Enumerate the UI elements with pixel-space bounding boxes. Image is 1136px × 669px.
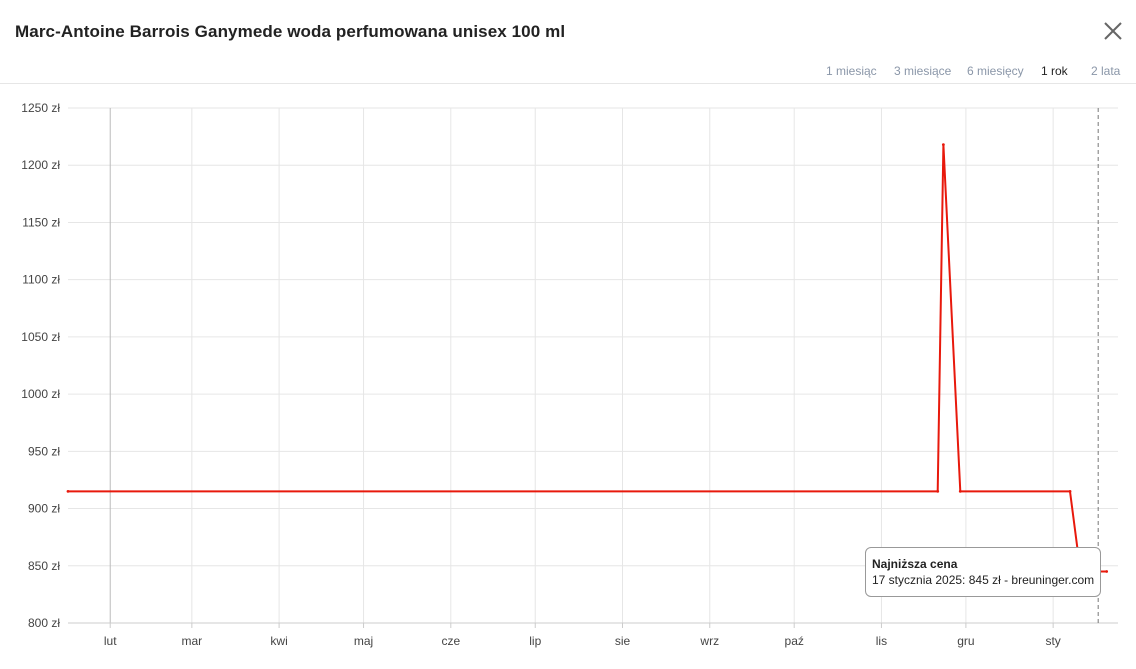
range-3-months[interactable]: 3 miesiące: [894, 64, 952, 78]
x-tick-label: lis: [876, 634, 887, 648]
x-tick-label: lip: [529, 634, 541, 648]
x-tick-label: kwi: [270, 634, 287, 648]
time-range-selector: 1 miesiąc 3 miesiące 6 miesięcy 1 rok 2 …: [0, 64, 1136, 82]
data-point: [936, 489, 940, 493]
chart-axes: 1250 zł 1200 zł 1150 zł 1100 zł 1050 zł 1000 …: [21, 101, 1118, 648]
y-tick-label: 1050 zł: [21, 330, 60, 344]
data-point: [958, 489, 962, 493]
chart-grid: [68, 107, 1118, 624]
price-chart: 1250 zł 1200 zł 1150 zł 1100 zł 1050 zł 1000 …: [21, 101, 1118, 648]
range-6-months[interactable]: 6 miesięcy: [967, 64, 1024, 78]
data-point: [941, 143, 945, 147]
y-tick-label: 1250 zł: [21, 101, 60, 115]
modal-title: Marc-Antoine Barrois Ganymede woda perfu…: [15, 22, 566, 41]
y-tick-label: 1000 zł: [21, 387, 60, 401]
data-point: [1068, 489, 1072, 493]
x-tick-label: cze: [441, 634, 460, 648]
x-tick-label: paź: [785, 634, 804, 648]
x-tick-label: lut: [104, 634, 117, 648]
range-2-years[interactable]: 2 lata: [1091, 64, 1121, 78]
y-tick-label: 1200 zł: [21, 158, 60, 172]
y-tick-label: 850 zł: [28, 559, 60, 573]
y-tick-label: 900 zł: [28, 502, 60, 516]
x-tick-label: maj: [354, 634, 373, 648]
tooltip-body: 17 stycznia 2025: 845 zł - breuninger.co…: [872, 573, 1095, 587]
data-point: [66, 489, 70, 493]
x-tick-label: mar: [182, 634, 203, 648]
close-icon: [1104, 22, 1122, 40]
x-tick-label: sie: [615, 634, 631, 648]
tooltip-title: Najniższa cena: [872, 557, 958, 571]
x-tick-label: gru: [957, 634, 974, 648]
y-tick-label: 800 zł: [28, 616, 60, 630]
lowest-price-tooltip: Najniższa cena 17 stycznia 2025: 845 zł …: [865, 547, 1101, 597]
y-tick-label: 1100 zł: [22, 273, 60, 287]
x-tick-label: sty: [1045, 634, 1060, 648]
x-tick-label: wrz: [699, 634, 719, 648]
close-button[interactable]: [1100, 18, 1126, 44]
price-line: [68, 143, 1107, 573]
y-tick-label: 1150 zł: [22, 215, 60, 229]
data-point: [1105, 570, 1109, 573]
modal-header: Marc-Antoine Barrois Ganymede woda perfu…: [0, 0, 1136, 84]
range-1-year[interactable]: 1 rok: [1041, 64, 1068, 78]
range-1-month[interactable]: 1 miesiąc: [826, 64, 877, 78]
y-tick-label: 950 zł: [28, 444, 60, 458]
